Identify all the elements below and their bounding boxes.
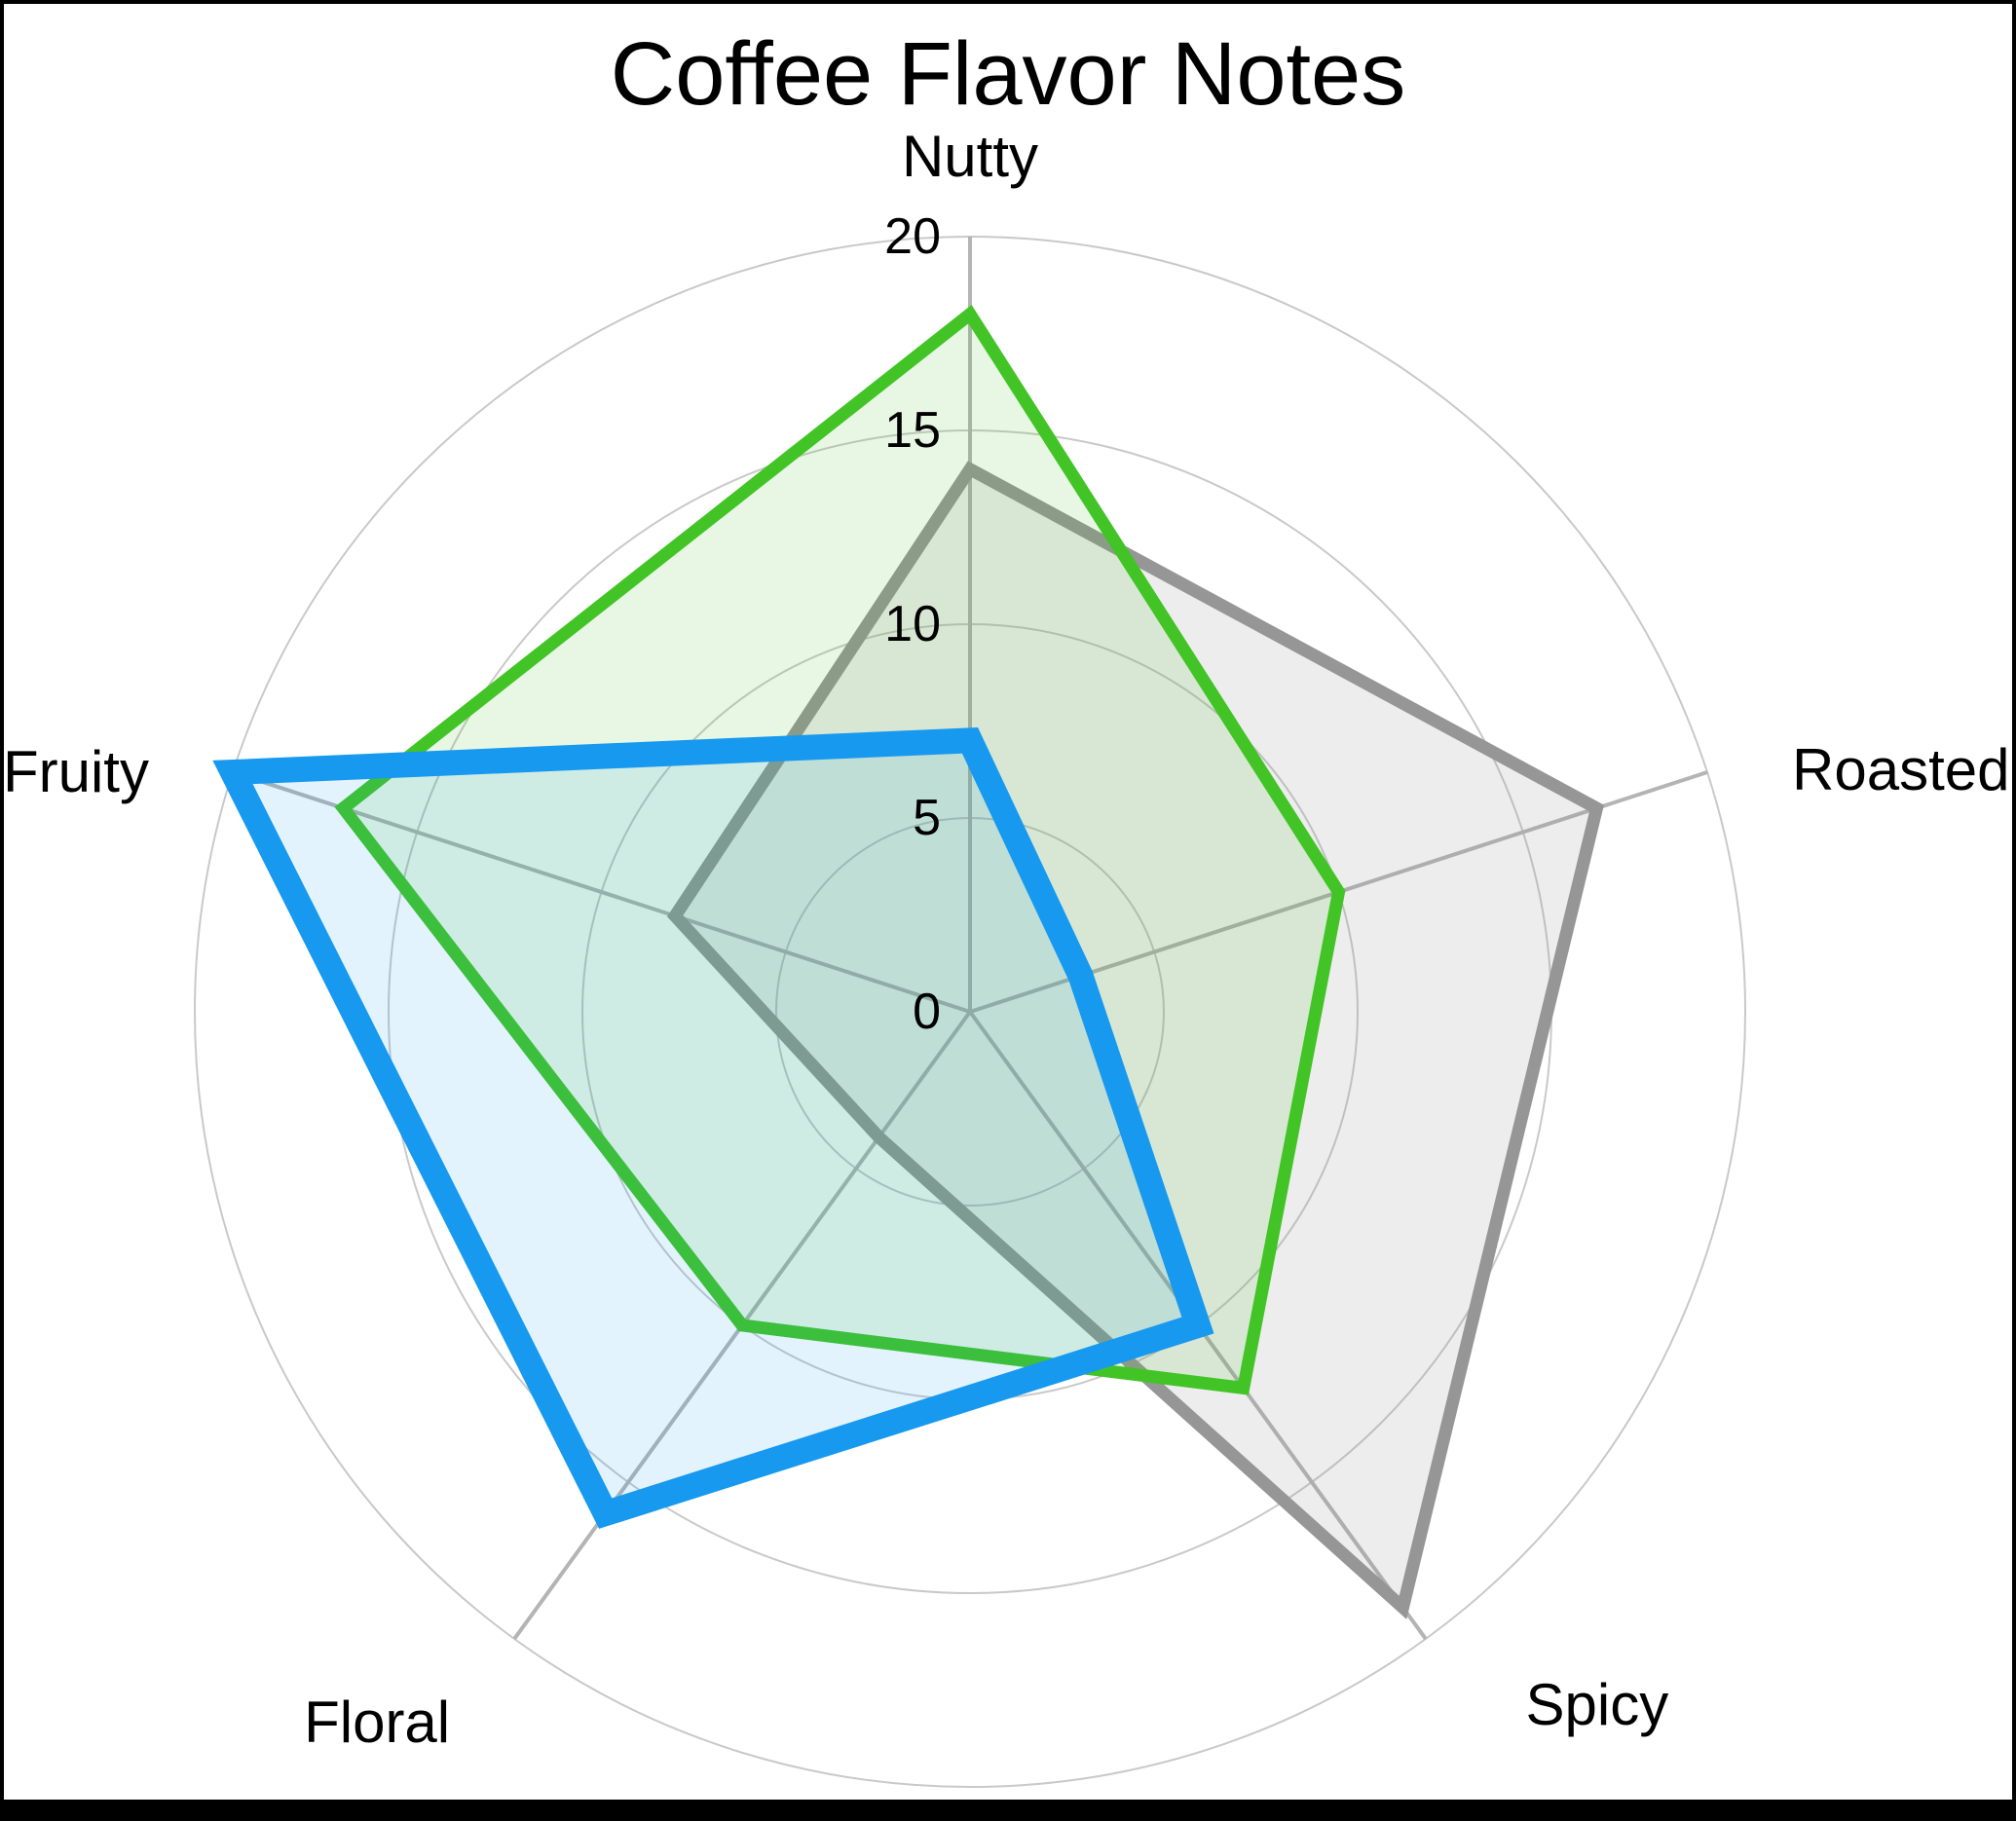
r-axis-tick-label: 5	[913, 790, 941, 846]
r-axis-tick-label: 15	[884, 402, 941, 459]
axis-label-nutty: Nutty	[902, 124, 1038, 189]
r-axis-tick-label: 10	[884, 596, 941, 652]
series-polygon-blue	[212, 727, 1214, 1529]
r-axis-tick-label: 20	[884, 208, 941, 265]
series-polygon-green	[334, 305, 1346, 1395]
axis-spoke	[232, 770, 971, 1014]
radar-chart: 0 5 10 15 20 Nutty Roasted Spicy Floral Fruity	[4, 124, 2010, 1788]
bottom-bar	[4, 1800, 2012, 1817]
chart-title: Coffee Flavor Notes	[610, 24, 1406, 124]
axis-label-spicy: Spicy	[1526, 1672, 1669, 1737]
axis-label-roasted: Roasted	[1792, 737, 2009, 802]
axis-label-fruity: Fruity	[4, 739, 149, 804]
axis-label-floral: Floral	[304, 1690, 450, 1755]
r-axis-tick-label: 0	[913, 984, 941, 1040]
